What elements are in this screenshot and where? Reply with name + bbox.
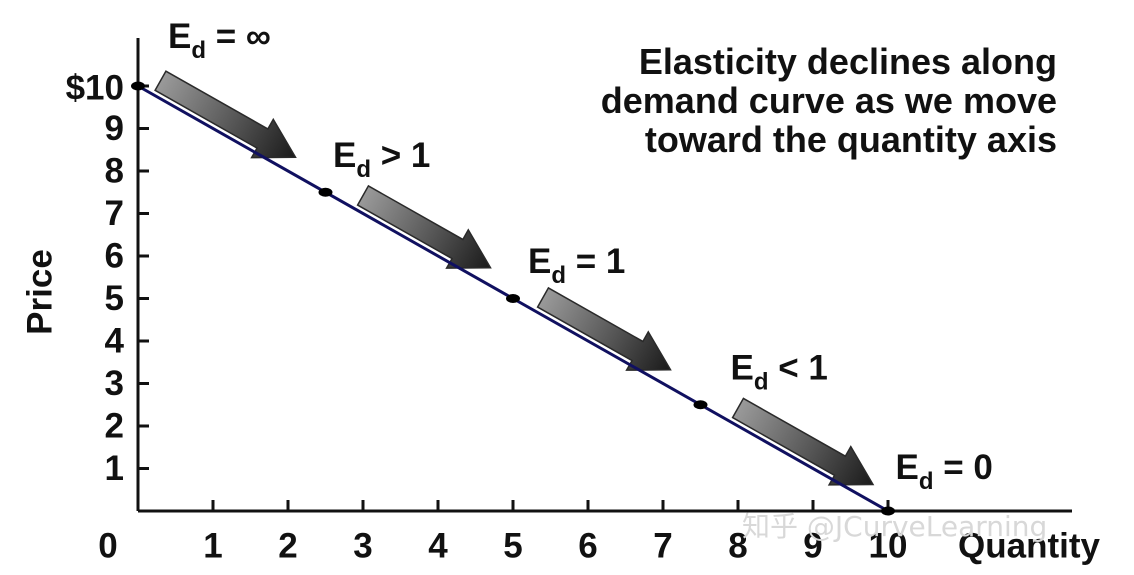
title-line-2: demand curve as we move — [601, 80, 1057, 121]
y-tick-label: 7 — [105, 194, 124, 233]
curve-point — [693, 400, 708, 410]
y-tick-label: 8 — [105, 152, 124, 191]
title-line-1: Elasticity declines along — [639, 41, 1057, 82]
watermark: 知乎 @JCurveLearning — [742, 510, 1048, 543]
elasticity-arrow — [356, 184, 492, 269]
x-tick-label: 2 — [278, 527, 297, 566]
curve-point — [881, 506, 895, 516]
elasticity-label: Ed = 0 — [896, 448, 993, 495]
y-tick-label: 4 — [105, 322, 125, 361]
origin-label: 0 — [98, 527, 117, 566]
x-tick-label: 5 — [503, 527, 522, 566]
x-tick-label: 3 — [353, 527, 372, 566]
elasticity-arrows — [154, 70, 875, 486]
x-tick-label: 7 — [653, 527, 672, 566]
elasticity-label: Ed < 1 — [731, 348, 828, 395]
x-axis-title: Quantity — [958, 527, 1100, 566]
x-tick-label: 1 — [203, 527, 222, 566]
tick-marks — [138, 84, 890, 511]
x-tick-label: 9 — [803, 527, 822, 566]
curve-point — [318, 187, 333, 197]
x-tick-label: 6 — [578, 527, 597, 566]
elasticity-arrow — [731, 397, 875, 486]
axes — [136, 38, 1072, 513]
y-tick-label: 5 — [105, 279, 124, 318]
curve-points — [131, 81, 895, 516]
curve-point — [506, 294, 520, 303]
x-tick-label: 10 — [869, 527, 908, 566]
elasticity-annotations: Ed = ∞ Ed > 1 Ed = 1 Ed < 1 Ed = 0 — [168, 17, 993, 495]
curve-point — [131, 81, 145, 91]
y-tick-label: 1 — [105, 449, 124, 488]
y-tick-label: $10 — [66, 69, 124, 108]
title-line-3: toward the quantity axis — [645, 119, 1057, 160]
elasticity-label: Ed = 1 — [528, 242, 625, 289]
y-axis-title: Price — [21, 249, 60, 335]
elasticity-arrow — [536, 286, 672, 371]
elasticity-label: Ed = ∞ — [168, 17, 271, 64]
y-tick-label: 3 — [105, 364, 124, 403]
elasticity-label: Ed > 1 — [333, 136, 430, 183]
chart-title: Elasticity declines along demand curve a… — [601, 41, 1057, 160]
y-tick-label: 9 — [105, 109, 124, 148]
y-tick-label: 6 — [105, 237, 124, 276]
y-tick-label: 2 — [105, 407, 124, 446]
x-tick-label: 4 — [428, 527, 448, 566]
elasticity-arrow — [154, 70, 297, 159]
x-tick-label: 8 — [728, 527, 747, 566]
